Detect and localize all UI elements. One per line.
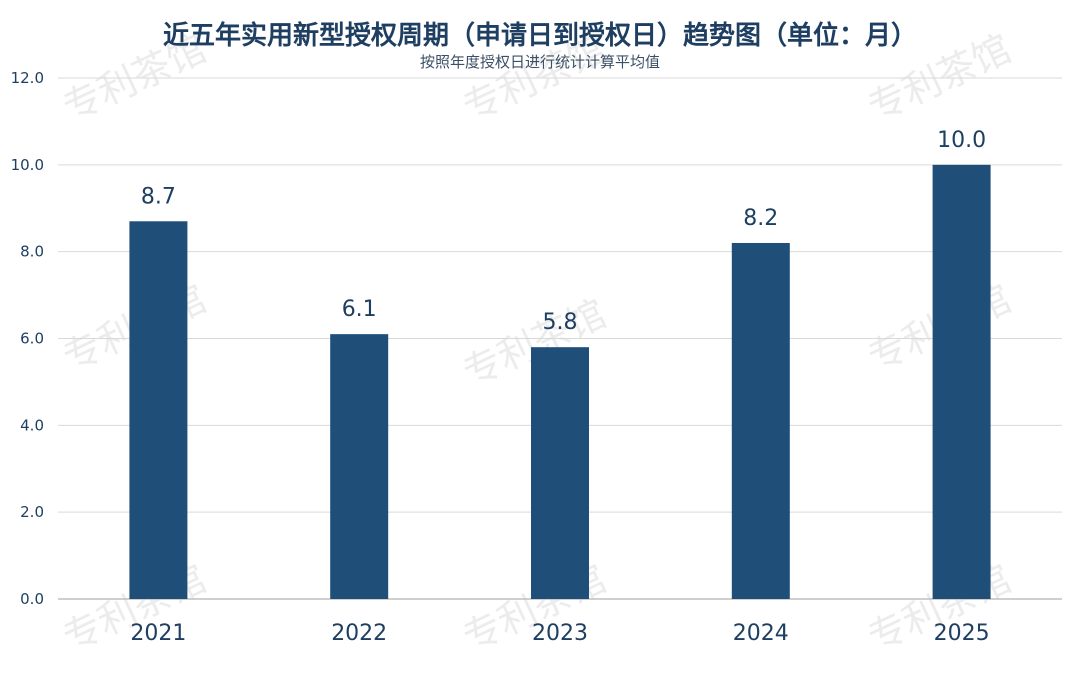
bar-2022 (330, 334, 389, 599)
y-tick-label: 6.0 (20, 330, 44, 348)
chart-title: 近五年实用新型授权周期（申请日到授权日）趋势图（单位：月） (163, 20, 917, 51)
x-tick-label-2022: 2022 (331, 621, 387, 646)
data-label-2024: 8.2 (743, 206, 778, 231)
y-tick-label: 4.0 (20, 416, 44, 434)
bar-2023 (531, 347, 589, 599)
chart-subtitle: 按照年度授权日进行统计计算平均值 (420, 53, 660, 71)
bar-2021 (129, 221, 188, 599)
data-label-2022: 6.1 (342, 297, 377, 322)
data-label-2023: 5.8 (543, 310, 578, 335)
x-tick-label-2024: 2024 (733, 621, 789, 646)
y-tick-label: 0.0 (20, 590, 44, 608)
data-label-2021: 8.7 (141, 184, 176, 209)
y-tick-label: 10.0 (11, 156, 44, 174)
bar-2025 (932, 164, 991, 600)
x-tick-label-2025: 2025 (934, 621, 990, 646)
x-tick-label-2021: 2021 (130, 621, 186, 646)
y-tick-label: 2.0 (20, 503, 44, 521)
y-axis: 0.0 2.0 4.0 6.0 8.0 10.0 12.0 (11, 69, 44, 608)
y-tick-label: 12.0 (11, 69, 44, 87)
bar-2024 (731, 242, 790, 599)
data-labels: 8.7 6.1 5.8 8.2 10.0 (141, 128, 986, 335)
x-tick-label-2023: 2023 (532, 621, 588, 646)
bar-series (129, 164, 991, 600)
x-axis: 2021 2022 2023 2024 2025 (130, 621, 989, 646)
data-label-2025: 10.0 (937, 128, 986, 153)
y-tick-label: 8.0 (20, 243, 44, 261)
